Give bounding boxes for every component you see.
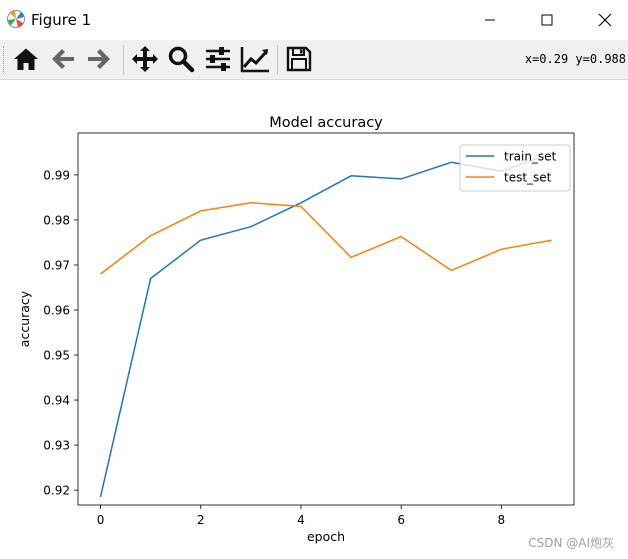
toolbar-grip xyxy=(3,46,7,74)
save-button[interactable] xyxy=(284,44,314,74)
figure-canvas[interactable]: 0 2 4 6 8 0.92 0.93 0.94 0.95 0.96 0.97 0.98 0.99 Mod… xyxy=(0,80,628,559)
x-axis-label: epoch xyxy=(307,529,345,544)
watermark-text: CSDN @AI炮灰 xyxy=(528,536,614,550)
minimize-button[interactable] xyxy=(467,0,513,40)
title-bar: Figure 1 xyxy=(0,0,628,40)
forward-button[interactable] xyxy=(84,44,114,74)
y-tick-label: 0.94 xyxy=(43,394,70,408)
cursor-coordinates: x=0.29 y=0.988 xyxy=(524,52,626,66)
series-line-test-set xyxy=(100,202,552,275)
close-icon xyxy=(598,13,612,27)
configure-subplots-button[interactable] xyxy=(203,44,233,74)
maximize-button[interactable] xyxy=(524,0,570,40)
pan-icon xyxy=(132,46,158,72)
axes-frame xyxy=(77,132,575,506)
chart-title: Model accuracy xyxy=(269,115,383,131)
zoom-button[interactable] xyxy=(166,44,196,74)
legend-label: test_set xyxy=(504,171,552,185)
back-button[interactable] xyxy=(48,44,78,74)
x-tick-label: 2 xyxy=(197,513,205,527)
window-title: Figure 1 xyxy=(31,11,92,29)
home-button[interactable] xyxy=(11,44,41,74)
maximize-icon xyxy=(541,14,553,26)
forward-icon xyxy=(88,49,110,69)
y-tick-label: 0.96 xyxy=(43,303,70,317)
zoom-icon xyxy=(168,46,195,73)
edit-axis-icon xyxy=(240,47,269,73)
edit-axis-button[interactable] xyxy=(240,44,270,74)
x-tick-label: 8 xyxy=(498,513,506,527)
close-button[interactable] xyxy=(582,0,628,40)
x-tick-label: 6 xyxy=(397,513,405,527)
y-tick-label: 0.98 xyxy=(43,213,70,227)
y-tick-label: 0.97 xyxy=(43,258,70,272)
home-icon xyxy=(14,48,38,70)
y-axis-label: accuracy xyxy=(17,290,32,347)
back-icon xyxy=(52,49,74,69)
matplotlib-icon xyxy=(6,9,26,29)
y-tick-label: 0.99 xyxy=(43,168,70,182)
toolbar-separator xyxy=(123,45,124,75)
x-tick-label: 4 xyxy=(297,513,305,527)
x-tick-label: 0 xyxy=(97,513,105,527)
configure-subplots-icon xyxy=(206,47,230,71)
y-tick-label: 0.93 xyxy=(43,439,70,453)
toolbar xyxy=(0,40,628,80)
y-tick-label: 0.95 xyxy=(43,349,70,363)
pan-button[interactable] xyxy=(130,44,160,74)
toolbar-separator xyxy=(277,45,278,75)
minimize-icon xyxy=(485,19,495,21)
save-icon xyxy=(286,46,312,72)
y-tick-label: 0.92 xyxy=(43,484,70,498)
axes: 0 2 4 6 8 0.92 0.93 0.94 0.95 0.96 0.97 0.98 0.99 Mod… xyxy=(17,115,575,544)
legend-label: train_set xyxy=(504,150,557,164)
